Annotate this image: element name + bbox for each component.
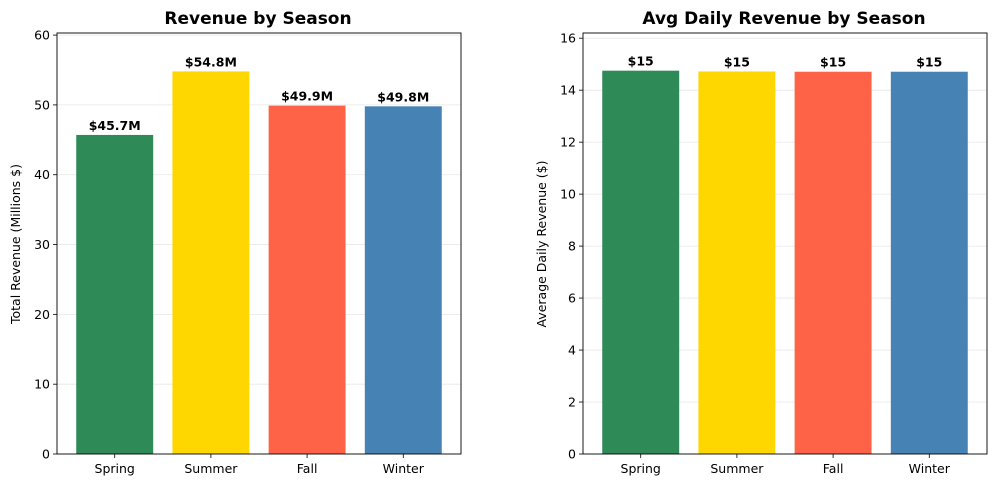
y-tick-label: 30 bbox=[34, 237, 50, 252]
x-tick-label: Summer bbox=[184, 461, 238, 476]
y-tick-label: 60 bbox=[34, 28, 50, 43]
y-tick-label: 8 bbox=[568, 239, 576, 254]
y-tick-label: 2 bbox=[568, 395, 576, 410]
x-tick-label: Summer bbox=[710, 461, 764, 476]
bar bbox=[76, 134, 154, 455]
x-tick-label: Winter bbox=[909, 461, 951, 476]
y-tick-label: 40 bbox=[34, 167, 50, 182]
bar bbox=[794, 71, 872, 454]
x-tick-label: Spring bbox=[621, 461, 661, 476]
bar bbox=[890, 71, 968, 454]
y-tick-label: 4 bbox=[568, 343, 576, 358]
y-tick-label: 10 bbox=[560, 187, 576, 202]
y-axis-label: Average Daily Revenue ($) bbox=[534, 160, 549, 327]
y-tick-label: 12 bbox=[560, 135, 576, 150]
data-label: $54.8M bbox=[185, 54, 237, 69]
y-tick-label: 6 bbox=[568, 291, 576, 306]
data-label: $15 bbox=[628, 54, 654, 69]
data-label: $45.7M bbox=[89, 118, 141, 133]
y-axis-label: Total Revenue (Millions $) bbox=[8, 164, 23, 325]
y-tick-label: 14 bbox=[560, 83, 576, 98]
bar bbox=[364, 106, 442, 454]
plot-area: $45.7M Spring $54.8M Summer $49.9M Fall $49.8M… bbox=[34, 28, 462, 476]
chart-title: Avg Daily Revenue by Season bbox=[642, 9, 925, 29]
y-tick-label: 16 bbox=[560, 31, 576, 46]
data-label: $15 bbox=[820, 55, 846, 70]
axes-frame bbox=[582, 32, 988, 455]
x-tick-label: Fall bbox=[297, 461, 318, 476]
x-tick-label: Spring bbox=[95, 461, 135, 476]
chart-avg-daily-revenue-by-season: Avg Daily Revenue by Season Average Dail… bbox=[534, 9, 988, 476]
data-label: $15 bbox=[916, 55, 942, 70]
plot-area: $15 Spring $15 Summer $15 Fall $15 Winter 0 2 4 6 8 1… bbox=[560, 31, 988, 476]
axes-frame bbox=[56, 32, 462, 455]
x-tick-label: Winter bbox=[383, 461, 425, 476]
bar bbox=[602, 70, 680, 454]
y-tick-label: 50 bbox=[34, 97, 50, 112]
bar bbox=[172, 71, 250, 455]
x-tick-label: Fall bbox=[823, 461, 844, 476]
y-tick-label: 0 bbox=[568, 447, 576, 462]
chart-revenue-by-season: Revenue by Season Total Revenue (Million… bbox=[8, 9, 462, 476]
bar bbox=[268, 105, 346, 454]
y-tick-label: 10 bbox=[34, 377, 50, 392]
chart-title: Revenue by Season bbox=[164, 9, 351, 29]
data-label: $49.8M bbox=[377, 89, 429, 104]
data-label: $49.9M bbox=[281, 89, 333, 104]
y-tick-label: 20 bbox=[34, 307, 50, 322]
y-tick-label: 0 bbox=[42, 447, 50, 462]
bar bbox=[698, 71, 776, 454]
data-label: $15 bbox=[724, 54, 750, 69]
